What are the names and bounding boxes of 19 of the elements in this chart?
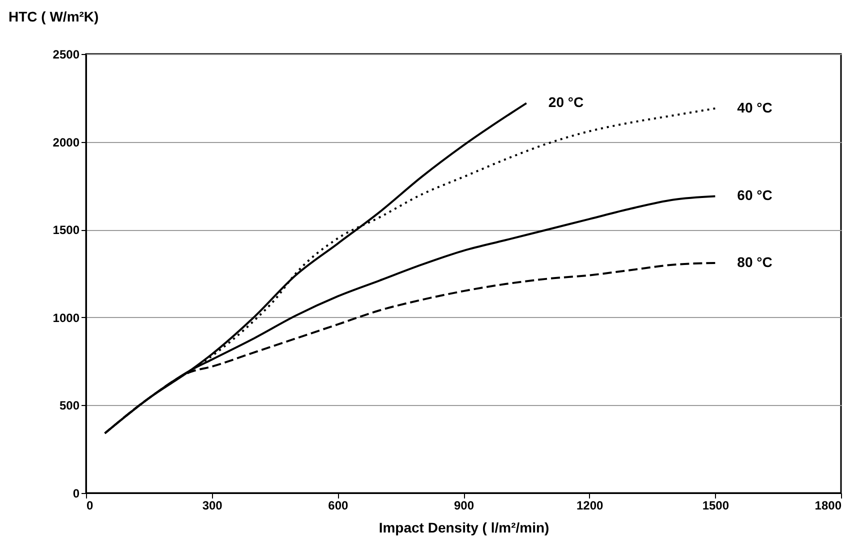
series-label: 80 °C [737, 254, 772, 270]
x-tick-label: 1800 [814, 498, 842, 512]
x-tick-label: 1200 [576, 498, 604, 512]
series-label: 40 °C [737, 99, 772, 116]
series-label: 60 °C [737, 187, 772, 204]
y-axis-title: HTC ( W/m²K) [8, 8, 99, 24]
y-tick-label: 2500 [52, 48, 80, 62]
y-tick-label: 0 [72, 486, 80, 500]
y-tick-label: 2000 [52, 135, 80, 150]
y-tick-label: 500 [59, 398, 80, 413]
series-label: 20 °C [548, 94, 584, 110]
x-tick-label: 300 [202, 498, 223, 512]
y-tick-label: 1000 [52, 310, 80, 325]
x-axis-title: Impact Density ( l/m²/min) [378, 520, 550, 536]
x-tick-label: 900 [454, 498, 474, 512]
x-tick-label: 600 [328, 498, 348, 512]
x-tick-label: 1500 [702, 498, 730, 512]
y-tick-label: 1500 [52, 223, 80, 238]
x-tick-label: 0 [86, 498, 94, 512]
